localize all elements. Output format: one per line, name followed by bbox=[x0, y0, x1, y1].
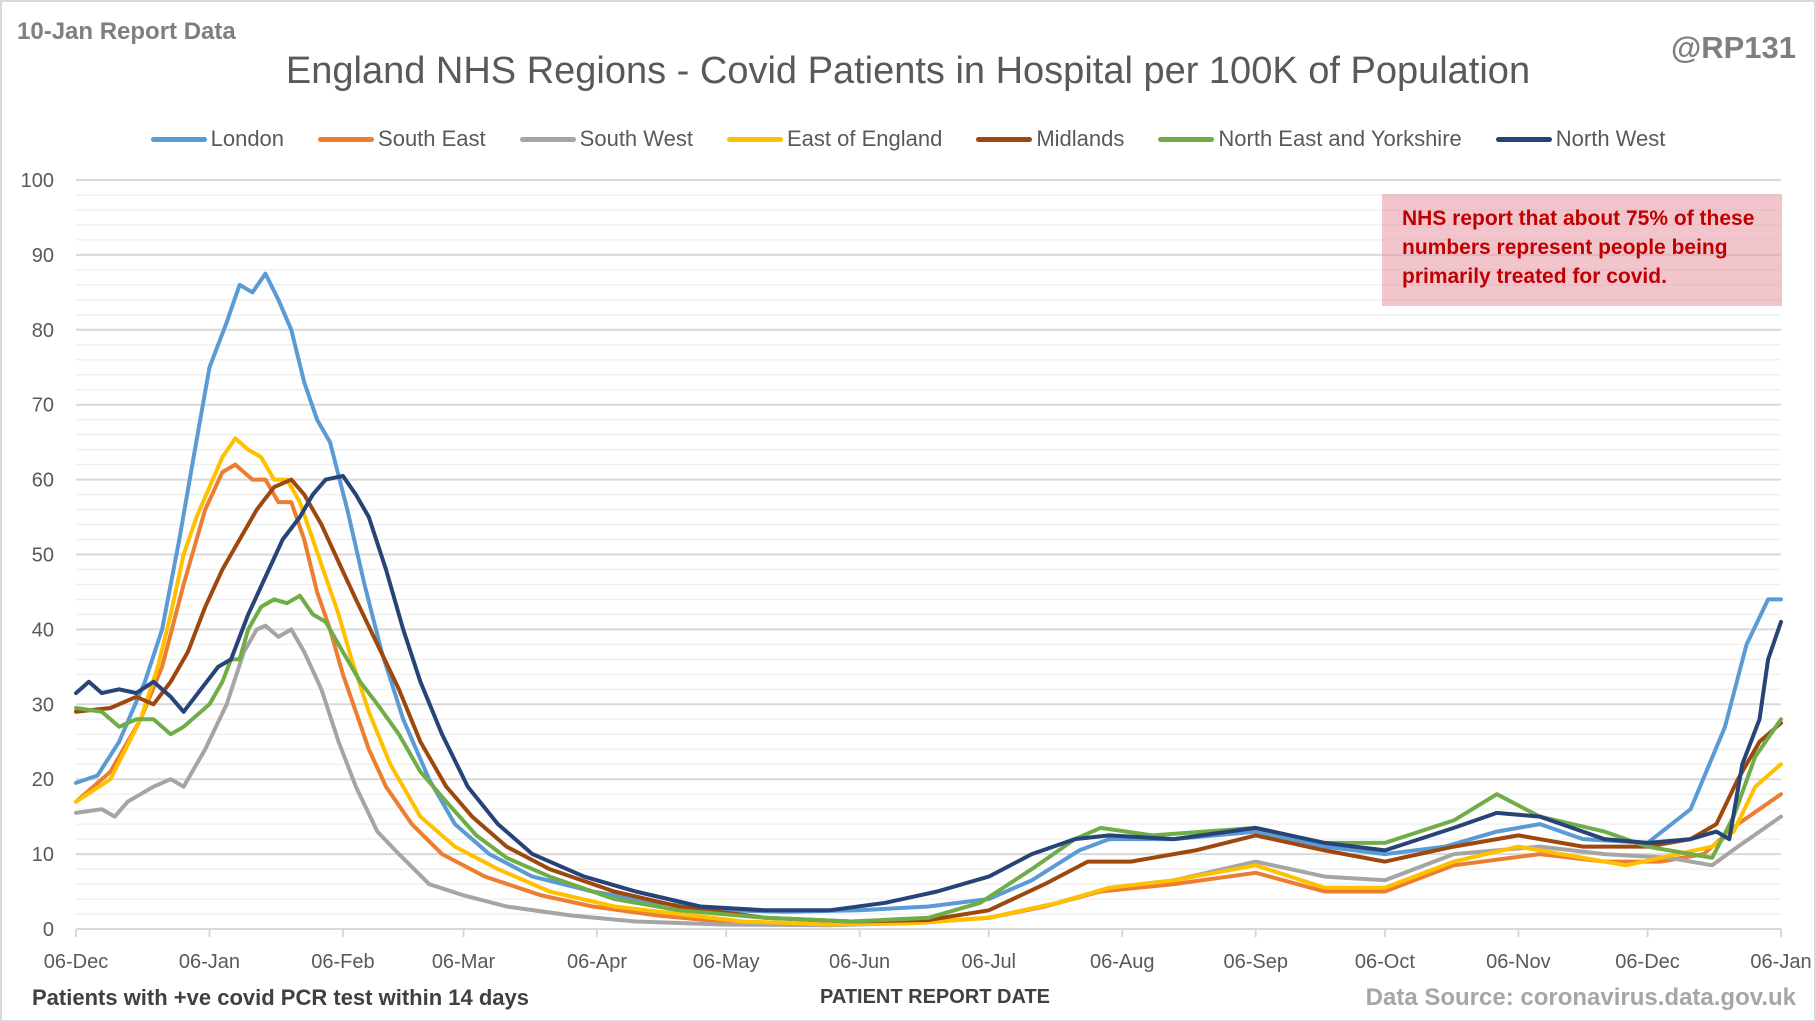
annotation-box: NHS report that about 75% of these numbe… bbox=[1382, 194, 1782, 306]
annotation-line: numbers represent people being bbox=[1402, 236, 1728, 259]
legend-label: East of England bbox=[787, 126, 943, 151]
legend-label: Midlands bbox=[1036, 126, 1125, 151]
x-tick-label: 06-Dec bbox=[1615, 951, 1679, 973]
x-axis: 06-Dec 06-Jan 06-Feb 06-Mar 06-Apr 06-May 06-J… bbox=[44, 928, 1812, 973]
series-line-east-of-england bbox=[74, 436, 1783, 927]
series-lines bbox=[74, 271, 1783, 928]
legend-item: North East and Yorkshire bbox=[1158, 126, 1462, 152]
x-tick-label: 06-Jul bbox=[962, 951, 1016, 973]
y-tick-label: 100 bbox=[21, 170, 54, 192]
x-tick-label: 06-Mar bbox=[432, 951, 496, 973]
legend-swatch bbox=[150, 136, 207, 142]
y-tick-label: 50 bbox=[32, 545, 54, 567]
report-date-label: 10-Jan Report Data bbox=[17, 18, 236, 45]
legend-item: London bbox=[150, 126, 285, 152]
legend-item: North West bbox=[1495, 126, 1666, 152]
chart-legend: London South East South West East of Englan… bbox=[0, 126, 1816, 152]
y-tick-label: 10 bbox=[32, 844, 54, 866]
footnote-criteria: Patients with +ve covid PCR test within … bbox=[32, 985, 529, 1010]
x-tick-label: 06-Oct bbox=[1355, 951, 1415, 973]
legend-item: South West bbox=[519, 126, 693, 152]
legend-label: North West bbox=[1555, 126, 1666, 151]
y-axis: 0 10 20 30 40 50 60 70 80 90 100 bbox=[21, 170, 54, 941]
x-tick-label: 06-Jan bbox=[179, 951, 240, 973]
x-tick-label: 06-Sep bbox=[1223, 951, 1288, 973]
author-handle: @RP131 bbox=[1670, 30, 1796, 65]
legend-label: London bbox=[210, 126, 285, 151]
data-source: Data Source: coronavirus.data.gov.uk bbox=[1365, 984, 1796, 1011]
y-tick-label: 60 bbox=[32, 470, 54, 492]
series-line-north-east-and-yorkshire bbox=[74, 593, 1783, 924]
annotation-line: NHS report that about 75% of these bbox=[1402, 207, 1755, 230]
legend-swatch bbox=[727, 136, 783, 142]
series-line-london bbox=[74, 271, 1783, 914]
legend-label: South West bbox=[579, 126, 693, 151]
x-tick-label: 06-Jun bbox=[829, 951, 890, 973]
series-line-midlands bbox=[74, 477, 1783, 924]
legend-swatch bbox=[1158, 136, 1215, 142]
x-tick-label: 06-Dec bbox=[44, 951, 108, 973]
y-tick-label: 0 bbox=[43, 919, 54, 941]
series-line-south-west bbox=[74, 623, 1783, 928]
series-line-north-west bbox=[74, 473, 1783, 913]
y-tick-label: 80 bbox=[32, 320, 54, 342]
x-tick-label: 06-Apr bbox=[567, 951, 627, 973]
legend-item: South East bbox=[318, 126, 486, 152]
legend-swatch bbox=[976, 136, 1033, 142]
legend-swatch bbox=[318, 136, 375, 142]
x-tick-label: 06-Feb bbox=[311, 951, 374, 973]
y-tick-label: 40 bbox=[32, 619, 54, 641]
legend-label: South East bbox=[378, 126, 486, 151]
x-axis-title: PATIENT REPORT DATE bbox=[820, 986, 1050, 1008]
x-tick-label: 06-Jan bbox=[1750, 951, 1811, 973]
chart-title: England NHS Regions - Covid Patients in … bbox=[285, 50, 1531, 92]
x-tick-label: 06-Aug bbox=[1090, 951, 1155, 973]
legend-label: North East and Yorkshire bbox=[1218, 126, 1462, 151]
legend-item: Midlands bbox=[976, 126, 1124, 152]
y-tick-label: 30 bbox=[32, 694, 54, 716]
y-tick-label: 70 bbox=[32, 395, 54, 417]
legend-swatch bbox=[1495, 136, 1552, 142]
series-line-south-east bbox=[74, 462, 1783, 926]
x-tick-label: 06-May bbox=[693, 951, 760, 973]
y-tick-label: 90 bbox=[32, 245, 54, 267]
x-tick-label: 06-Nov bbox=[1486, 951, 1550, 973]
annotation-line: primarily treated for covid. bbox=[1402, 265, 1667, 288]
y-tick-label: 20 bbox=[32, 769, 54, 791]
legend-item: East of England bbox=[727, 126, 942, 152]
legend-swatch bbox=[519, 136, 576, 142]
